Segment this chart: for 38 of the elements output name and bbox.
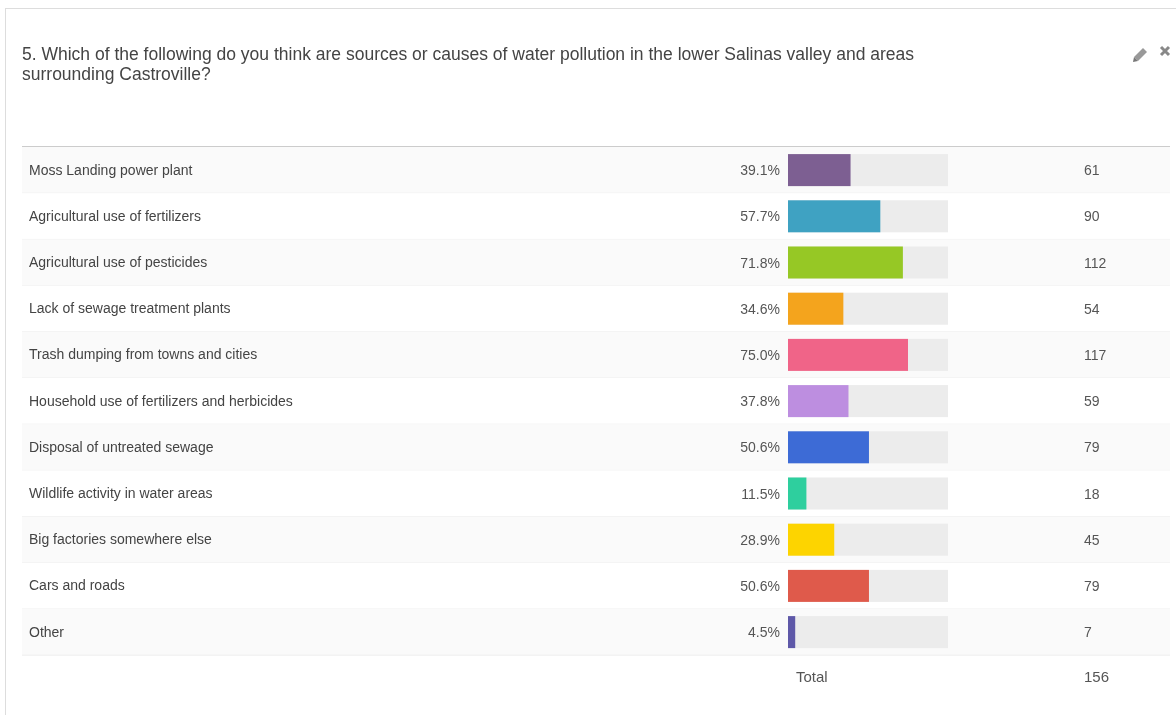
y-tick-label: Lack of sewage treatment plants [29,300,231,317]
text: 79 [1084,577,1100,594]
data-label: 75.0% [740,346,780,363]
y-tick-label: Trash dumping from towns and cities [29,346,258,363]
data-label: 34.6% [740,300,780,317]
text: 112 [1084,254,1107,271]
text: 7 [1084,624,1092,641]
y-tick-label: Big factories somewhere else [29,531,213,548]
text: 61 [1084,162,1100,179]
y-tick-label: Household use of fertilizers and herbicides [29,392,293,409]
data-label: 28.9% [740,531,780,548]
data-label: 57.7% [740,208,780,225]
y-tick-label: Other [29,623,65,640]
text: Total [796,668,828,686]
data-label: 37.8% [740,393,780,410]
text: 90 [1084,208,1100,225]
y-tick-label: Agricultural use of pesticides [29,253,208,270]
y-tick-label: Moss Landing power plant [29,161,193,178]
text: 5. Which of the following do you think are sources or causes of water pollution in the lower Salinas valley and areas surrounding Castroville? [22,44,915,84]
text: 59 [1084,393,1100,410]
text: 45 [1084,531,1100,548]
text: 156 [1084,668,1110,686]
bar [788,477,807,510]
y-tick-label: Agricultural use of fertilizers [29,207,201,224]
data-label: 4.5% [748,624,780,641]
text: 18 [1084,485,1100,502]
text: 79 [1084,439,1100,456]
text: 117 [1084,346,1107,363]
data-label: 50.6% [740,439,780,456]
data-label: 11.5% [741,485,780,502]
data-label: 71.8% [740,254,780,271]
y-tick-label: Cars and roads [29,577,125,594]
y-tick-label: Wildlife activity in water areas [29,484,213,501]
data-label: 50.6% [740,577,780,594]
bar [788,616,796,649]
data-label: 39.1% [740,162,780,179]
y-tick-label: Disposal of untreated sewage [29,438,214,455]
text: 54 [1084,300,1100,317]
